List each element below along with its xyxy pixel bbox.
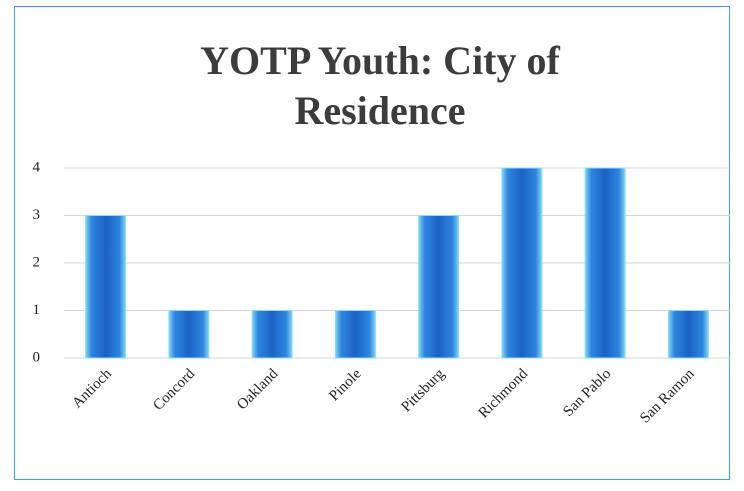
bar (85, 215, 127, 359)
x-tick-label: Pinole (326, 366, 365, 405)
x-tick-label: San Ramon (637, 366, 698, 427)
bar (168, 310, 210, 359)
y-tick-label: 2 (33, 254, 41, 270)
x-tick-label: Pittsburg (398, 366, 448, 416)
y-tick-label: 3 (33, 207, 41, 223)
x-tick-label: San Pablo (560, 366, 614, 420)
bar (334, 310, 376, 359)
bar (667, 310, 709, 359)
y-tick-label: 0 (33, 349, 41, 365)
chart-title: YOTP Youth: City of Residence (200, 38, 560, 133)
bar (501, 167, 543, 359)
x-tick-label: Antioch (69, 366, 115, 412)
y-tick-label: 4 (33, 159, 41, 175)
bar (251, 310, 293, 359)
bar (418, 215, 460, 359)
x-tick-label: Richmond (476, 366, 532, 422)
y-tick-label: 1 (33, 302, 41, 318)
x-tick-label: Concord (150, 366, 198, 414)
x-tick-label: Oakland (234, 366, 282, 414)
chart-frame (14, 6, 730, 480)
bar (584, 167, 626, 359)
